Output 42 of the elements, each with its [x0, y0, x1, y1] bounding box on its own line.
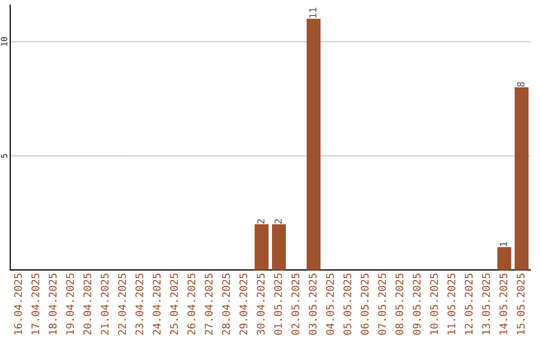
x-tick-label: 11.05.2025 [447, 274, 456, 334]
x-tick-label: 19.04.2025 [66, 274, 74, 334]
x-tick-label: 10.05.2025 [430, 274, 438, 334]
y-tick-label: 10 [0, 37, 8, 46]
x-tick-label: 18.04.2025 [48, 274, 57, 334]
x-tick-label: 26.04.2025 [187, 274, 196, 335]
data-label: 8 [517, 82, 524, 87]
x-tick-label: 24.04.2025 [152, 274, 161, 335]
bar [254, 224, 269, 270]
bar [514, 87, 529, 270]
x-tick-label: 17.04.2025 [31, 274, 40, 334]
bar [497, 247, 512, 270]
x-tick-label: 08.05.2025 [395, 274, 404, 335]
x-tick-label: 22.04.2025 [118, 274, 126, 335]
data-label: 11 [309, 8, 316, 18]
bar [306, 18, 321, 270]
x-tick-label: 30.04.2025 [256, 274, 265, 335]
x-tick-label: 01.05.2025 [274, 274, 282, 335]
x-tick-label: 20.04.2025 [83, 274, 92, 335]
x-tick-label: 27.04.2025 [204, 274, 213, 335]
x-tick-label: 25.04.2025 [170, 274, 178, 335]
x-tick-label: 05.05.2025 [343, 274, 352, 335]
x-tick-label: 02.05.2025 [291, 274, 300, 335]
x-tick-label: 14.05.2025 [499, 274, 508, 334]
x-tick-label: 23.04.2025 [135, 274, 144, 335]
data-label: 1 [500, 242, 507, 246]
x-tick-label: 04.05.2025 [326, 274, 334, 335]
x-tick-label: 06.05.2025 [360, 274, 369, 335]
bar [272, 224, 286, 270]
x-tick-label: 09.05.2025 [412, 274, 421, 335]
data-label: 2 [274, 219, 282, 224]
x-tick-label: 13.05.2025 [482, 274, 490, 334]
x-tick-label: 16.04.2025 [14, 274, 22, 334]
x-tick-label: 15.05.2025 [516, 274, 525, 334]
x-tick-label: 29.04.2025 [239, 274, 248, 335]
x-tick-label: 12.05.2025 [464, 274, 473, 334]
data-label: 2 [257, 219, 264, 224]
x-tick-label: 28.04.2025 [222, 274, 230, 335]
x-tick-label: 03.05.2025 [308, 274, 317, 335]
x-tick-label: 07.05.2025 [378, 274, 386, 335]
y-tick-label: 5 [1, 154, 8, 158]
x-tick-label: 21.04.2025 [100, 274, 109, 335]
